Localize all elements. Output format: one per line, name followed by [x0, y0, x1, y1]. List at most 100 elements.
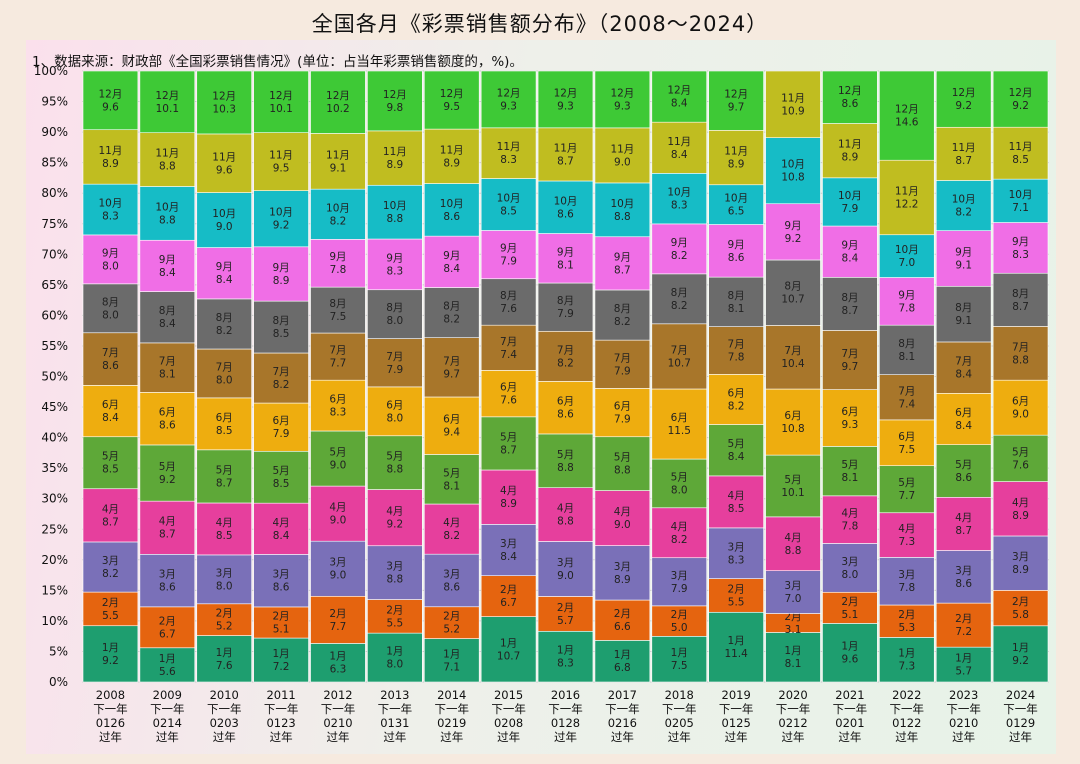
segment-month-label: 1月: [443, 648, 460, 660]
bar-segment: [935, 393, 992, 445]
segment-value-label: 7.7: [330, 358, 347, 370]
segment-value-label: 8.7: [500, 444, 517, 456]
segment-month-label: 8月: [841, 292, 858, 304]
segment-value-label: 8.9: [614, 574, 631, 586]
segment-value-label: 8.3: [102, 211, 119, 223]
segment-month-label: 5月: [329, 447, 346, 459]
bar-segment: [253, 606, 309, 639]
bar-segment: [253, 450, 309, 504]
bar-segment: [594, 545, 651, 601]
segment-value-label: 11.4: [724, 648, 748, 660]
bar-segment: [423, 396, 480, 455]
segment-month-label: 4月: [102, 503, 119, 515]
bar-segment: [594, 640, 651, 683]
bar-segment: [879, 159, 935, 236]
segment-month-label: 8月: [159, 305, 176, 317]
segment-value-label: 9.1: [330, 162, 347, 174]
segment-value-label: 8.4: [500, 551, 517, 563]
segment-month-label: 2月: [671, 609, 688, 621]
segment-value-label: 7.6: [500, 395, 517, 407]
bar-segment: [594, 339, 651, 389]
bar-segment: [594, 236, 651, 291]
segment-month-label: 11月: [212, 151, 236, 163]
segment-month-label: 1月: [784, 645, 801, 657]
bar-segment: [367, 632, 423, 683]
bar-segment: [992, 178, 1049, 223]
segment-month-label: 3月: [102, 555, 119, 567]
segment-value-label: 8.4: [728, 451, 745, 463]
segment-value-label: 9.0: [330, 460, 347, 472]
bar-segment: [879, 324, 935, 375]
segment-month-label: 9月: [557, 246, 574, 258]
segment-month-label: 2月: [386, 604, 403, 616]
segment-value-label: 8.0: [102, 309, 119, 321]
segment-month-label: 2月: [329, 608, 346, 620]
segment-value-label: 8.8: [785, 545, 802, 557]
x-axis-label: 过年: [326, 730, 349, 744]
segment-value-label: 8.6: [728, 252, 745, 264]
segment-value-label: 8.0: [216, 580, 233, 592]
bar-segment: [82, 283, 139, 334]
segment-month-label: 1月: [841, 641, 858, 653]
segment-month-label: 7月: [386, 351, 403, 363]
segment-month-label: 4月: [841, 508, 858, 520]
segment-value-label: 7.3: [898, 536, 915, 548]
bar-segment: [594, 127, 651, 184]
segment-month-label: 5月: [272, 465, 289, 477]
segment-month-label: 3月: [272, 569, 289, 581]
segment-value-label: 8.0: [387, 315, 404, 327]
bar-segment: [82, 625, 139, 683]
bar-segment: [765, 516, 821, 571]
x-axis-label: 下一年: [321, 702, 356, 716]
segment-value-label: 7.0: [785, 593, 802, 605]
bar-segment: [992, 590, 1049, 627]
bar-segment: [82, 129, 139, 185]
segment-value-label: 7.3: [898, 661, 915, 673]
segment-month-label: 8月: [955, 302, 972, 314]
bar-segment: [822, 123, 878, 179]
bar-segment: [310, 485, 366, 542]
segment-value-label: 8.2: [614, 316, 631, 328]
segment-value-label: 7.9: [614, 365, 631, 377]
bar-segment: [765, 454, 821, 518]
x-axis-label: 过年: [1009, 730, 1032, 744]
x-axis-label: 下一年: [1003, 702, 1038, 716]
segment-value-label: 8.4: [102, 412, 119, 424]
x-axis-label: 0203: [210, 716, 239, 730]
segment-value-label: 8.6: [557, 208, 574, 220]
y-tick-label: 55%: [41, 339, 68, 353]
segment-month-label: 6月: [728, 387, 745, 399]
y-tick-label: 90%: [41, 125, 68, 139]
segment-value-label: 9.3: [614, 100, 631, 112]
segment-month-label: 6月: [500, 382, 517, 394]
segment-value-label: 8.2: [671, 250, 688, 262]
segment-value-label: 5.8: [1012, 609, 1029, 621]
segment-value-label: 9.0: [614, 519, 631, 531]
bar-segment: [765, 259, 821, 326]
bar-segment: [367, 599, 423, 634]
segment-month-label: 9月: [443, 250, 460, 262]
segment-month-label: 1月: [557, 645, 574, 657]
segment-month-label: 9月: [102, 247, 119, 259]
segment-month-label: 8月: [102, 296, 119, 308]
segment-month-label: 3月: [841, 556, 858, 568]
segment-month-label: 5月: [955, 459, 972, 471]
y-tick-label: 100%: [34, 64, 68, 78]
segment-value-label: 6.7: [159, 628, 176, 640]
bar-segment: [537, 630, 594, 683]
segment-month-label: 3月: [386, 561, 403, 573]
x-axis-label: 2016: [551, 688, 580, 702]
segment-month-label: 8月: [386, 302, 403, 314]
segment-value-label: 8.8: [387, 574, 404, 586]
x-axis-label: 2021: [835, 688, 864, 702]
segment-month-label: 8月: [898, 338, 915, 350]
segment-value-label: 8.5: [273, 328, 290, 340]
segment-value-label: 6.3: [330, 664, 347, 676]
segment-value-label: 9.2: [159, 474, 176, 486]
segment-month-label: 10月: [440, 198, 464, 210]
bar-segment: [480, 575, 537, 617]
bar-segment: [367, 184, 423, 240]
segment-value-label: 9.7: [443, 368, 460, 380]
bar-segment: [82, 436, 139, 490]
